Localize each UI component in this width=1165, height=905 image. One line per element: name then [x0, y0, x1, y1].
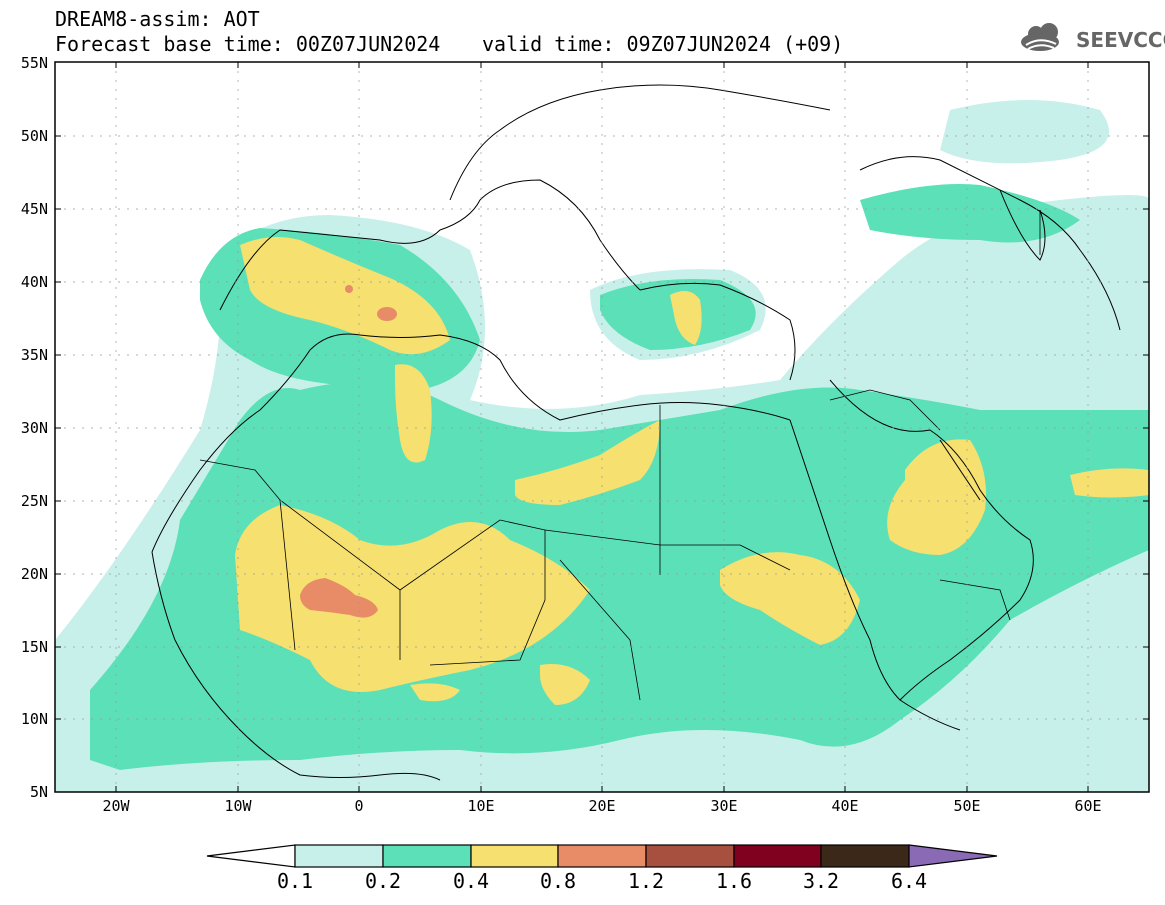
colorbar-label: 0.4 — [452, 869, 490, 893]
colorbar-label: 0.2 — [364, 869, 402, 893]
colorbar-label: 3.2 — [802, 869, 840, 893]
lat-label: 20N — [20, 565, 48, 583]
logo-text: SEEVCCC — [1076, 28, 1165, 52]
aot-level-0.8 — [300, 285, 397, 618]
lon-label: 40E — [831, 797, 859, 815]
lon-label: 10W — [224, 797, 252, 815]
colorbar-label: 0.1 — [276, 869, 314, 893]
lon-label: 0 — [354, 797, 364, 815]
colorbar-label: 1.6 — [715, 869, 753, 893]
map-title: DREAM8-assim: AOT — [55, 7, 260, 31]
lat-label: 30N — [20, 419, 48, 437]
valid-time: valid time: 09Z07JUN2024 (+09) — [482, 32, 844, 56]
lat-label: 10N — [20, 710, 48, 728]
lat-label: 50N — [20, 127, 48, 145]
lon-label: 60E — [1074, 797, 1102, 815]
coastlines — [151, 84, 1121, 781]
lat-label: 15N — [20, 638, 48, 656]
forecast-base-time: Forecast base time: 00Z07JUN2024 — [55, 32, 441, 56]
lon-label: 20E — [588, 797, 616, 815]
lon-label: 10E — [467, 797, 495, 815]
lat-label: 55N — [20, 54, 48, 72]
colorbar-label: 1.2 — [627, 869, 665, 893]
lat-label: 5N — [29, 783, 48, 801]
borders — [199, 210, 1041, 701]
lat-label: 40N — [20, 273, 48, 291]
colorbar-label: 6.4 — [890, 869, 928, 893]
cloud-logo-icon — [1021, 23, 1059, 51]
lon-label: 50E — [953, 797, 981, 815]
lon-label: 30E — [710, 797, 738, 815]
lat-label: 35N — [20, 346, 48, 364]
lat-label: 25N — [20, 492, 48, 510]
axis-ticks — [55, 62, 1149, 792]
lat-label: 45N — [20, 200, 48, 218]
aot-level-0.4 — [235, 236, 1149, 705]
colorbar-label: 0.8 — [539, 869, 577, 893]
lon-label: 20W — [102, 797, 130, 815]
